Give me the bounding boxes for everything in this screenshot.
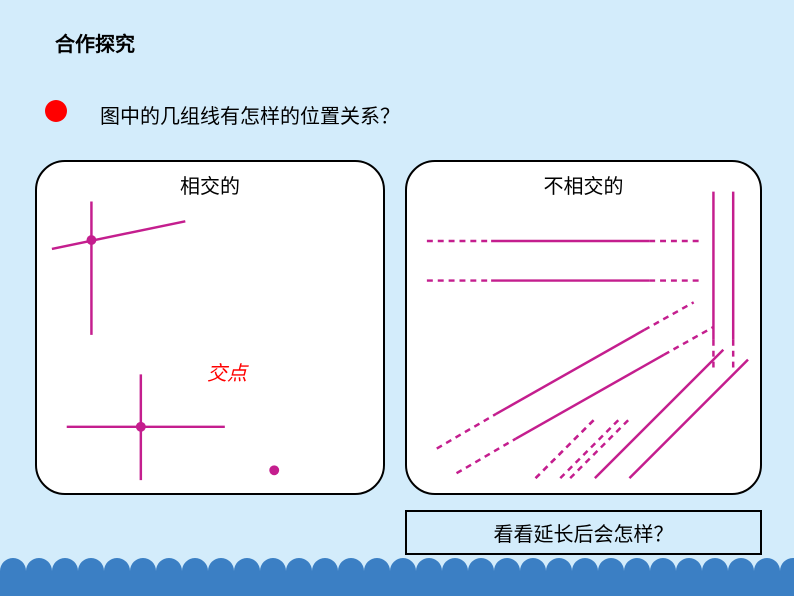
panel-non-intersecting: 不相交的 <box>405 160 762 495</box>
left-diagram <box>37 162 383 493</box>
wave-decoration <box>0 546 794 596</box>
bullet-icon <box>45 100 67 122</box>
section-title: 合作探究 <box>55 28 135 57</box>
right-diagram <box>407 162 760 493</box>
panel-intersecting: 相交的 交点 <box>35 160 385 495</box>
question-text: 图中的几组线有怎样的位置关系？ <box>100 100 400 129</box>
